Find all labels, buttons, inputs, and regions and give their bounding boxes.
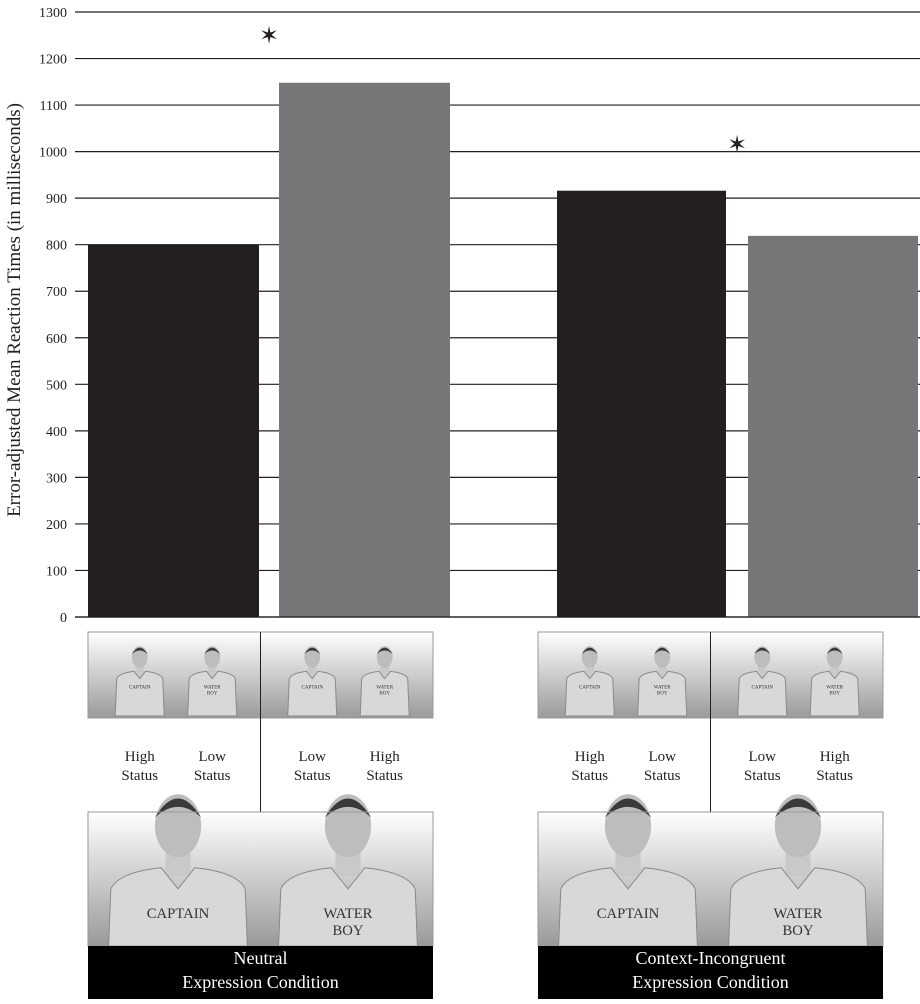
- status-label: Status: [294, 768, 331, 784]
- y-tick-label: 1100: [40, 99, 67, 114]
- y-tick-label: 900: [46, 192, 67, 207]
- shirt: [565, 671, 614, 716]
- status-label: Status: [816, 768, 853, 784]
- shirt-text: BOY: [379, 690, 390, 696]
- status-label: Low: [198, 749, 226, 765]
- condition-label: Neutral: [234, 948, 288, 968]
- significance-marker: ✶: [259, 23, 279, 49]
- y-tick-label: 500: [46, 378, 67, 393]
- shirt-text: WATER: [774, 906, 823, 922]
- shirt-text: CAPTAIN: [129, 685, 151, 691]
- shirt-text: WATER: [204, 685, 221, 691]
- y-tick-label: 700: [46, 285, 67, 300]
- condition-label: Expression Condition: [182, 972, 339, 992]
- condition-panel: CAPTAINHighStatusWATERBOYLowStatusCAPTAI…: [88, 632, 433, 999]
- status-label: Status: [571, 768, 608, 784]
- status-label: Status: [744, 768, 781, 784]
- shirt-text: CAPTAIN: [752, 685, 774, 691]
- shirt-text: BOY: [782, 923, 813, 939]
- condition-panel: CAPTAINHighStatusWATERBOYLowStatusCAPTAI…: [538, 632, 883, 999]
- status-label: Status: [366, 768, 403, 784]
- status-label: Low: [648, 749, 676, 765]
- y-tick-label: 0: [60, 611, 67, 626]
- status-label: Low: [749, 749, 777, 765]
- y-tick-label: 1300: [39, 6, 67, 21]
- y-tick-label: 1000: [39, 146, 67, 161]
- shirt-text: CAPTAIN: [147, 906, 210, 922]
- status-label: Status: [644, 768, 681, 784]
- shirt-text: WATER: [376, 685, 393, 691]
- status-label: High: [370, 749, 401, 765]
- shirt-text: BOY: [332, 923, 363, 939]
- bar: [748, 236, 918, 617]
- y-tick-label: 200: [46, 518, 67, 533]
- bar: [557, 191, 726, 617]
- status-label: Status: [121, 768, 158, 784]
- page: Error-adjusted Mean Reaction Times (in m…: [0, 0, 920, 1004]
- y-tick-label: 1200: [39, 53, 67, 68]
- shirt-text: WATER: [324, 906, 373, 922]
- shirt-text: BOY: [657, 690, 668, 696]
- chart: Error-adjusted Mean Reaction Times (in m…: [0, 0, 920, 999]
- shirt-text: BOY: [207, 690, 218, 696]
- condition-label: Context-Incongruent: [636, 948, 786, 968]
- shirt-text: WATER: [826, 685, 843, 691]
- shirt-text: CAPTAIN: [597, 906, 660, 922]
- shirt-text: WATER: [654, 685, 671, 691]
- y-tick-label: 400: [46, 425, 67, 440]
- status-label: Low: [299, 749, 327, 765]
- shirt-text: CAPTAIN: [302, 685, 324, 691]
- y-tick-label: 100: [46, 564, 67, 579]
- shirt: [115, 671, 164, 716]
- condition-label: Expression Condition: [632, 972, 789, 992]
- shirt: [288, 671, 337, 716]
- status-label: High: [125, 749, 156, 765]
- y-tick-label: 300: [46, 471, 67, 486]
- status-label: Status: [194, 768, 231, 784]
- shirt: [738, 671, 787, 716]
- y-tick-label: 600: [46, 332, 67, 347]
- significance-marker: ✶: [727, 133, 747, 159]
- y-axis-label: Error-adjusted Mean Reaction Times (in m…: [4, 103, 25, 517]
- bar: [88, 245, 259, 617]
- y-tick-label: 800: [46, 239, 67, 254]
- shirt-text: CAPTAIN: [579, 685, 601, 691]
- shirt-text: BOY: [829, 690, 840, 696]
- bar: [279, 83, 450, 617]
- status-label: High: [575, 749, 606, 765]
- status-label: High: [820, 749, 851, 765]
